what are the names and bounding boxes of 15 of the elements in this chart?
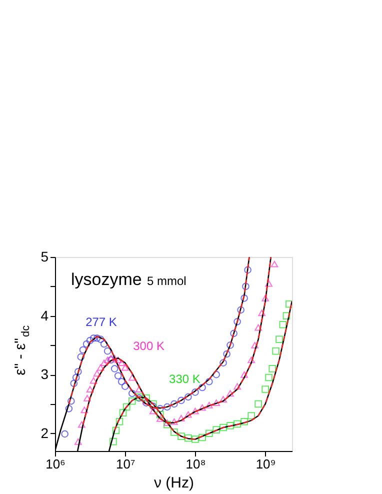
series-label: 277 K: [86, 315, 117, 330]
series-label: 330 K: [169, 372, 200, 386]
x-tick-label: 10⁷: [116, 456, 136, 472]
annotation: 5 mmol: [147, 274, 186, 288]
x-tick-label: 10⁸: [186, 456, 206, 472]
series-label: 300 K: [133, 339, 164, 354]
y-tick-label: 5: [40, 248, 49, 264]
y-tick-label: 3: [40, 366, 49, 382]
x-tick-label: 10⁹: [256, 456, 276, 472]
x-tick-label: 10⁶: [46, 456, 66, 472]
y-axis-title: ε" - ε"dc: [12, 324, 32, 376]
y-tick-label: 4: [40, 307, 49, 324]
annotation: lysozyme: [71, 270, 142, 289]
x-axis-title: ν (Hz): [154, 474, 194, 492]
y-tick-label: 2: [40, 424, 49, 441]
